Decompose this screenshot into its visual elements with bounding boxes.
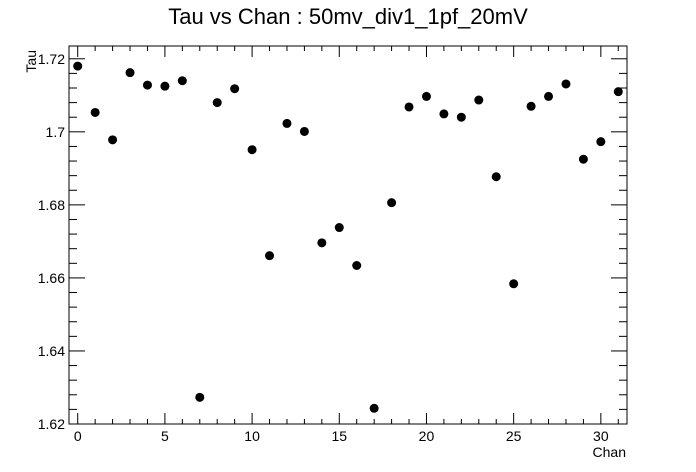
data-point bbox=[317, 238, 327, 248]
data-point bbox=[142, 80, 152, 90]
data-point bbox=[195, 392, 205, 402]
data-point bbox=[108, 135, 118, 145]
data-point bbox=[369, 403, 379, 413]
data-point bbox=[596, 137, 606, 147]
y-tick-label: 1.66 bbox=[38, 270, 65, 286]
data-point bbox=[352, 260, 362, 270]
y-tick-label: 1.68 bbox=[38, 197, 65, 213]
data-point bbox=[282, 118, 292, 128]
data-point bbox=[613, 87, 623, 97]
x-axis-label: Chan bbox=[593, 444, 626, 460]
y-tick-label: 1.64 bbox=[38, 343, 65, 359]
data-point bbox=[421, 91, 431, 101]
x-tick-label: 10 bbox=[244, 428, 260, 444]
y-axis-label: Tau bbox=[23, 50, 39, 73]
data-points bbox=[73, 61, 623, 413]
data-point bbox=[125, 68, 135, 78]
x-tick-label: 20 bbox=[419, 428, 435, 444]
axis-ticks bbox=[69, 46, 627, 425]
data-point bbox=[439, 109, 449, 119]
data-point bbox=[334, 223, 344, 233]
x-tick-label: 0 bbox=[74, 428, 82, 444]
chart-title: Tau vs Chan : 50mv_div1_1pf_20mV bbox=[168, 4, 528, 29]
x-tick-label: 5 bbox=[161, 428, 169, 444]
data-point bbox=[544, 91, 554, 101]
data-point bbox=[526, 101, 536, 111]
x-tick-label: 30 bbox=[593, 428, 609, 444]
data-point bbox=[247, 145, 257, 155]
data-point bbox=[387, 198, 397, 208]
data-point bbox=[73, 61, 83, 71]
data-point bbox=[404, 102, 414, 112]
data-point bbox=[212, 98, 222, 108]
data-point bbox=[491, 172, 501, 182]
data-point bbox=[578, 154, 588, 164]
data-point bbox=[160, 81, 170, 91]
data-point bbox=[561, 79, 571, 89]
data-point bbox=[299, 126, 309, 136]
tick-labels: 0 5 10 15 20 25 30 1.62 1.64 1.66 1.68 1.7 1.72 bbox=[38, 51, 609, 444]
x-tick-label: 15 bbox=[331, 428, 347, 444]
data-point bbox=[265, 251, 275, 261]
x-tick-label: 25 bbox=[506, 428, 522, 444]
data-point bbox=[456, 112, 466, 122]
data-point bbox=[509, 279, 519, 289]
y-tick-label: 1.72 bbox=[38, 51, 65, 67]
data-point bbox=[230, 84, 240, 94]
plot-frame bbox=[68, 45, 628, 425]
y-tick-label: 1.62 bbox=[38, 416, 65, 432]
data-point bbox=[474, 95, 484, 105]
data-point bbox=[90, 107, 100, 117]
y-tick-label: 1.7 bbox=[46, 124, 66, 140]
data-point bbox=[177, 76, 187, 86]
